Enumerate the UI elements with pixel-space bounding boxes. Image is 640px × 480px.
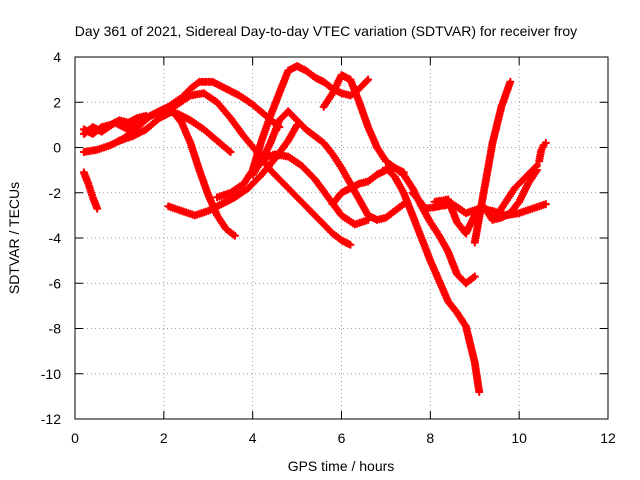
data-point-markers bbox=[248, 107, 408, 224]
data-point-markers bbox=[115, 107, 239, 240]
series-arc-3 bbox=[79, 168, 102, 213]
series-layer bbox=[79, 62, 550, 396]
y-tick-labels: -12 -10 -8 -6 -4 -2 0 2 4 bbox=[41, 49, 61, 427]
x-tick-label: 0 bbox=[71, 430, 79, 446]
data-point-markers bbox=[159, 89, 355, 249]
series-arc-18 bbox=[535, 138, 550, 166]
x-tick-labels: 0 2 4 6 8 10 12 bbox=[71, 430, 616, 446]
data-point-markers bbox=[492, 161, 541, 220]
y-tick-label: 2 bbox=[53, 94, 61, 110]
series-arc-12 bbox=[319, 71, 408, 177]
x-tick-label: 10 bbox=[511, 430, 527, 446]
x-tick-label: 12 bbox=[600, 430, 616, 446]
series-arc-17 bbox=[492, 161, 541, 220]
chart-title: Day 361 of 2021, Sidereal Day-to-day VTE… bbox=[75, 23, 577, 39]
data-point-markers bbox=[535, 138, 550, 166]
x-tick-label: 6 bbox=[338, 430, 346, 446]
y-tick-label: -2 bbox=[49, 185, 62, 201]
y-tick-label: 0 bbox=[53, 140, 61, 156]
series-arc-9 bbox=[248, 107, 408, 224]
y-tick-label: -8 bbox=[49, 321, 62, 337]
y-axis-label: SDTVAR / TECUs bbox=[6, 182, 22, 294]
y-tick-label: -12 bbox=[41, 411, 61, 427]
y-tick-label: 4 bbox=[53, 49, 61, 65]
data-point-markers bbox=[319, 71, 408, 177]
x-axis-label: GPS time / hours bbox=[288, 458, 395, 474]
data-point-markers bbox=[381, 163, 484, 396]
y-tick-label: -4 bbox=[49, 230, 62, 246]
x-tick-label: 8 bbox=[426, 430, 434, 446]
series-arc-5 bbox=[115, 107, 239, 240]
series-arc-7 bbox=[159, 89, 355, 249]
data-point-markers bbox=[470, 77, 515, 247]
data-point-markers bbox=[213, 62, 373, 202]
grid-lines bbox=[75, 57, 608, 419]
y-tick-label: -6 bbox=[49, 275, 62, 291]
series-arc-16 bbox=[470, 77, 515, 247]
x-tick-label: 4 bbox=[249, 430, 257, 446]
tick-marks bbox=[74, 56, 609, 420]
series-arc-8 bbox=[213, 62, 373, 202]
series-arc-13 bbox=[381, 163, 484, 396]
data-point-markers bbox=[79, 168, 102, 213]
x-tick-label: 2 bbox=[160, 430, 168, 446]
y-tick-label: -10 bbox=[41, 366, 61, 382]
